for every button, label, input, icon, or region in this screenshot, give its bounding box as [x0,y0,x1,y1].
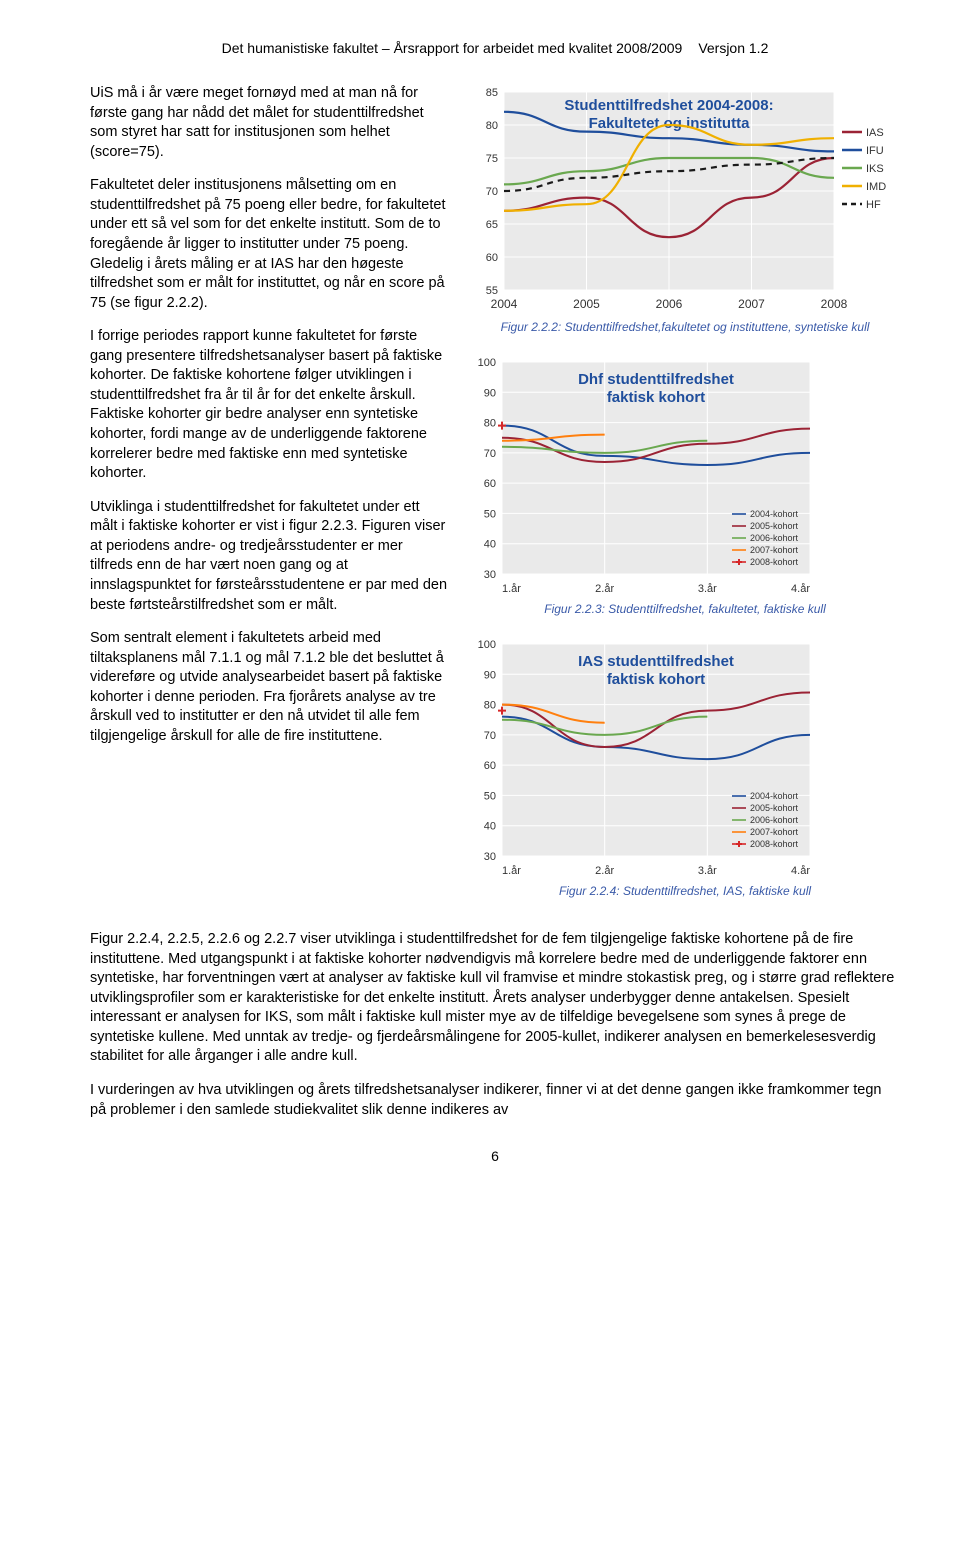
svg-text:2007: 2007 [738,297,765,311]
svg-text:75: 75 [486,153,498,165]
svg-text:65: 65 [486,219,498,231]
chart-3: 30 40 50 60 70 80 90 100 1.år 2.år 3.år 4.år IAS stu… [470,638,900,878]
svg-text:2008-kohort: 2008-kohort [750,839,799,849]
svg-text:30: 30 [484,569,496,581]
svg-text:2008: 2008 [821,297,848,311]
svg-text:60: 60 [484,760,496,772]
page-number: 6 [90,1148,900,1164]
svg-text:4.år: 4.år [791,865,810,877]
svg-text:70: 70 [484,448,496,460]
svg-text:85: 85 [486,87,498,99]
header-title: Det humanistiske fakultet – Årsrapport f… [222,40,683,56]
svg-text:60: 60 [484,478,496,490]
para-5: Som sentralt element i fakultetets arbei… [90,629,448,746]
chart-3-caption: Figur 2.2.4: Studenttilfredshet, IAS, fa… [470,884,900,898]
svg-text:100: 100 [478,357,496,369]
svg-text:1.år: 1.år [502,583,521,595]
para-4: Utviklinga i studenttilfredshet for faku… [90,498,448,615]
svg-text:90: 90 [484,669,496,681]
svg-text:2005: 2005 [573,297,600,311]
svg-text:80: 80 [484,418,496,430]
svg-text:HF: HF [866,199,881,211]
svg-text:faktisk kohort: faktisk kohort [607,389,705,406]
svg-text:2004-kohort: 2004-kohort [750,509,799,519]
svg-text:1.år: 1.år [502,865,521,877]
svg-text:2007-kohort: 2007-kohort [750,545,799,555]
svg-text:IAS studenttilfredshet: IAS studenttilfredshet [578,653,734,670]
para-6: Figur 2.2.4, 2.2.5, 2.2.6 og 2.2.7 viser… [90,930,900,1067]
svg-text:2.år: 2.år [595,583,614,595]
svg-text:2005-kohort: 2005-kohort [750,521,799,531]
para-1: UiS må i år være meget fornøyd med at ma… [90,84,448,162]
svg-text:70: 70 [486,186,498,198]
svg-text:2006: 2006 [656,297,683,311]
svg-text:Fakultetet og institutta: Fakultetet og institutta [589,115,750,132]
svg-text:50: 50 [484,790,496,802]
svg-text:90: 90 [484,387,496,399]
header-version: Versjon 1.2 [698,40,768,56]
svg-text:50: 50 [484,508,496,520]
svg-text:2005-kohort: 2005-kohort [750,803,799,813]
page-header: Det humanistiske fakultet – Årsrapport f… [90,40,900,56]
svg-text:Dhf studenttilfredshet: Dhf studenttilfredshet [578,371,734,388]
svg-text:100: 100 [478,639,496,651]
svg-text:2004-kohort: 2004-kohort [750,791,799,801]
svg-text:80: 80 [484,700,496,712]
svg-text:2007-kohort: 2007-kohort [750,827,799,837]
chart-1: 55 60 65 70 75 80 85 2004 2005 2006 2007 2008 Studen… [470,84,900,314]
svg-text:3.år: 3.år [698,865,717,877]
chart-2-caption: Figur 2.2.3: Studenttilfredshet, fakulte… [470,602,900,616]
svg-text:2004: 2004 [491,297,518,311]
svg-text:80: 80 [486,120,498,132]
para-3: I forrige periodes rapport kunne fakulte… [90,327,448,484]
chart-2: 30 40 50 60 70 80 90 100 1.år 2.år 3.år 4.år Dhf stu… [470,356,900,596]
svg-text:2008-kohort: 2008-kohort [750,557,799,567]
svg-text:2006-kohort: 2006-kohort [750,533,799,543]
para-2: Fakultetet deler institusjonens målsetti… [90,176,448,313]
svg-text:2.år: 2.år [595,865,614,877]
svg-text:IAS: IAS [866,127,884,139]
svg-text:faktisk kohort: faktisk kohort [607,671,705,688]
svg-text:40: 40 [484,821,496,833]
svg-text:70: 70 [484,730,496,742]
svg-text:2006-kohort: 2006-kohort [750,815,799,825]
svg-text:40: 40 [484,539,496,551]
svg-text:Studenttilfredshet 2004-2008:: Studenttilfredshet 2004-2008: [564,97,773,114]
svg-text:IMD: IMD [866,181,886,193]
svg-text:30: 30 [484,851,496,863]
svg-text:IKS: IKS [866,163,884,175]
chart-1-caption: Figur 2.2.2: Studenttilfredshet,fakultet… [470,320,900,334]
svg-text:3.år: 3.år [698,583,717,595]
svg-text:IFU: IFU [866,145,884,157]
para-7: I vurderingen av hva utviklingen og året… [90,1081,900,1120]
svg-text:4.år: 4.år [791,583,810,595]
svg-text:55: 55 [486,285,498,297]
svg-text:60: 60 [486,252,498,264]
